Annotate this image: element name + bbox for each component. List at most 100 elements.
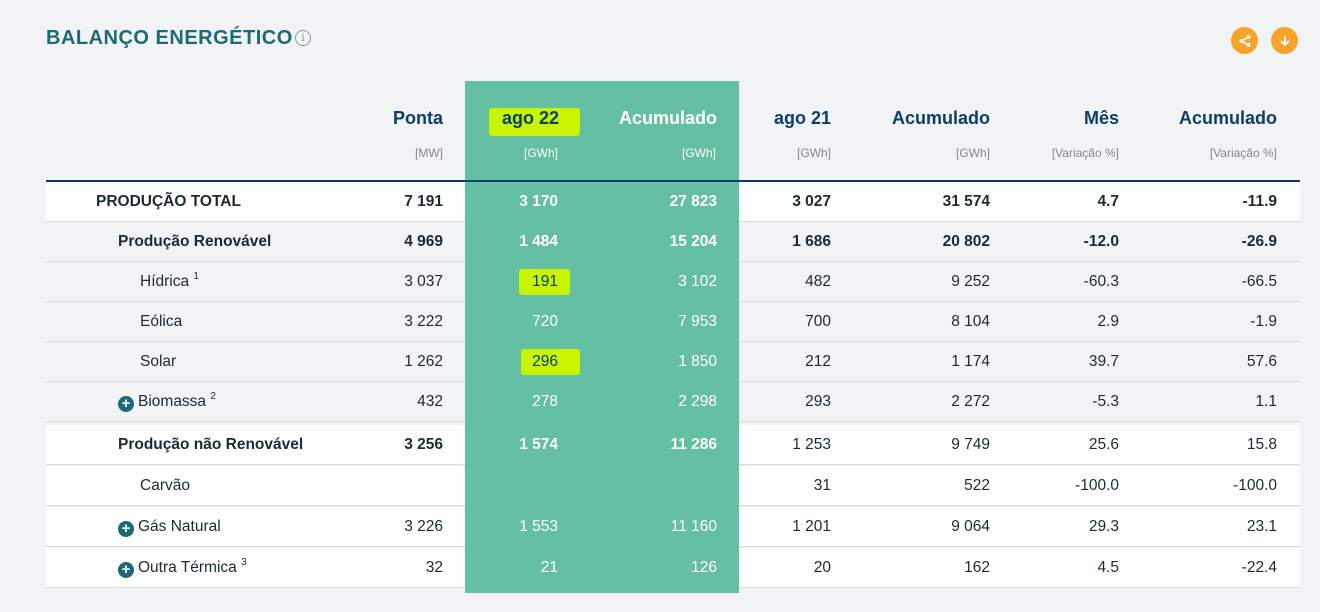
cell-value: -66.5 (1241, 273, 1277, 290)
cell-value: -60.3 (1083, 273, 1119, 290)
energy-balance-panel: BALANÇO ENERGÉTICO i Ponta ago 22 Acumul… (46, 27, 1300, 593)
col-header-mes[interactable]: Mês (1083, 108, 1119, 128)
expand-plus-icon[interactable]: + (118, 562, 134, 578)
column-fill (465, 222, 739, 262)
highlight-marker (489, 108, 580, 136)
column-fill (465, 342, 739, 382)
cell-value: 720 (532, 313, 558, 330)
footnote-ref: 3 (241, 556, 247, 568)
cell-value: 15.8 (1246, 436, 1277, 453)
row-label-gas-natural[interactable]: + Gás Natural (118, 507, 221, 547)
cell-value: 31 574 (942, 193, 990, 210)
cell-value: 1 574 (519, 436, 558, 453)
cell-value: 1 686 (792, 233, 831, 250)
unit-label: [GWh] (955, 146, 990, 160)
row-label: Produção Renovável (118, 233, 272, 250)
expand-plus-icon[interactable]: + (118, 521, 134, 537)
cell-value: 522 (964, 477, 990, 494)
cell-value: -100.0 (1075, 477, 1119, 494)
cell-value: -100.0 (1233, 477, 1277, 494)
column-fill (465, 548, 739, 588)
cell-value: 212 (805, 353, 831, 370)
download-icon (1279, 35, 1290, 46)
row-label: Carvão (140, 477, 190, 494)
col-header-acumulado-21[interactable]: Acumulado (891, 108, 990, 128)
cell-value: 482 (805, 273, 831, 290)
row-label-text: Biomassa (138, 393, 207, 410)
cell-value: 23.1 (1246, 518, 1277, 535)
cell-value: -12.0 (1083, 233, 1119, 250)
row-label: Eólica (140, 313, 183, 330)
cell-value: 7 191 (404, 193, 443, 210)
cell-value: -11.9 (1242, 193, 1277, 210)
page-title: BALANÇO ENERGÉTICO (46, 27, 293, 49)
cell-value (480, 466, 558, 506)
cell-value: 126 (691, 559, 717, 576)
cell-value: 20 802 (942, 233, 990, 250)
cell-value: 1 201 (792, 518, 831, 535)
unit-label: [GWh] (796, 146, 831, 160)
cell-value: 31 (813, 477, 831, 494)
cell-value: 15 204 (669, 233, 717, 250)
highlight-marker (521, 349, 580, 375)
cell-value: 11 160 (670, 518, 717, 535)
table-row: Produção não Renovável 3 256 1 574 11 28… (46, 425, 1300, 465)
cell-value (587, 466, 717, 506)
cell-value: 4.7 (1097, 193, 1119, 210)
footnote-ref: 2 (210, 390, 216, 402)
cell-value: -5.3 (1092, 393, 1119, 410)
column-fill (465, 382, 739, 422)
table-row: + Outra Térmica 3 32 21 126 20 162 4.5 -2… (46, 548, 1300, 588)
col-header-ago22[interactable]: ago 22 (501, 108, 559, 128)
col-header-ago21[interactable]: ago 21 (773, 108, 831, 128)
row-label-text: Gás Natural (138, 518, 221, 535)
row-label: PRODUÇÃO TOTAL (96, 193, 241, 210)
row-label: Produção não Renovável (118, 436, 304, 453)
cell-value: 1 484 (519, 233, 558, 250)
cell-value: 9 064 (951, 518, 990, 535)
header-divider (46, 180, 1300, 182)
download-button[interactable] (1271, 27, 1298, 54)
cell-value (346, 466, 443, 506)
cell-value: 29.3 (1088, 518, 1119, 535)
unit-label: [Variação %] (1209, 146, 1277, 160)
table-row: Carvão 31 522 -100.0 -100.0 (46, 466, 1300, 506)
cell-value: 8 104 (951, 313, 990, 330)
row-label: Hídrica 1 (140, 262, 199, 302)
info-icon[interactable]: i (295, 30, 311, 46)
cell-value: 293 (805, 393, 831, 410)
cell-value: 21 (540, 559, 558, 576)
cell-value: 191 (532, 273, 558, 290)
share-icon (1239, 34, 1250, 47)
share-button[interactable] (1231, 27, 1258, 54)
cell-value: 3 226 (404, 518, 443, 535)
cell-value: 296 (532, 353, 558, 370)
table-row: + Gás Natural 3 226 1 553 11 160 1 201 9 … (46, 507, 1300, 547)
cell-value: 432 (417, 393, 443, 410)
unit-label: [GWh] (523, 146, 558, 160)
col-header-acumulado-22[interactable]: Acumulado (618, 108, 717, 128)
cell-value: 25.6 (1088, 436, 1119, 453)
cell-value: 9 252 (951, 273, 990, 290)
column-fill (465, 425, 739, 465)
cell-value: 3 037 (404, 273, 443, 290)
cell-value: 20 (813, 559, 831, 576)
table-row: Hídrica 1 3 037 191 3 102 482 9 252 -60.… (46, 262, 1300, 302)
table-row: + Biomassa 2 432 278 2 298 293 2 272 -5.3… (46, 382, 1300, 422)
col-header-acumulado-var[interactable]: Acumulado (1178, 108, 1277, 128)
table-row: Produção Renovável 4 969 1 484 15 204 1 … (46, 222, 1300, 262)
table-row: Solar 1 262 296 1 850 212 1 174 39.7 57.… (46, 342, 1300, 382)
cell-value: 1 262 (404, 353, 443, 370)
cell-value: 4 969 (404, 233, 443, 250)
row-label-outra-termica[interactable]: + Outra Térmica 3 (118, 548, 247, 588)
cell-value: 9 749 (951, 436, 990, 453)
row-label-text: Outra Térmica (138, 559, 237, 576)
table-row: Eólica 3 222 720 7 953 700 8 104 2.9 -1.… (46, 302, 1300, 342)
row-label-biomassa[interactable]: + Biomassa 2 (118, 382, 216, 422)
col-header-ponta[interactable]: Ponta (392, 108, 443, 128)
cell-value: -22.4 (1241, 559, 1277, 576)
expand-plus-icon[interactable]: + (118, 396, 134, 412)
cell-value: 3 222 (404, 313, 443, 330)
cell-value: 700 (805, 313, 831, 330)
cell-value: 3 102 (678, 273, 717, 290)
